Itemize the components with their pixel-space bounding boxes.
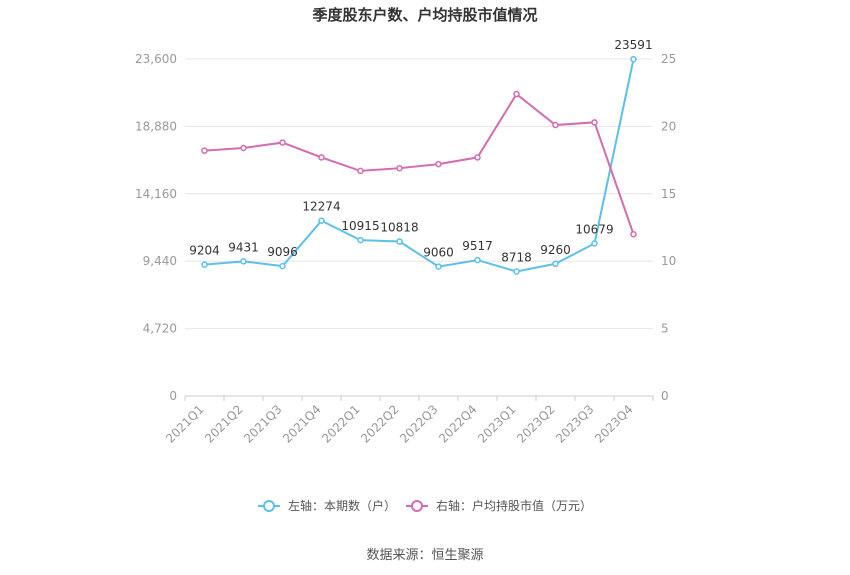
data-label: 9517 bbox=[462, 239, 493, 253]
left-tick-label: 0 bbox=[169, 389, 177, 403]
data-point[interactable] bbox=[591, 240, 598, 247]
data-point[interactable] bbox=[240, 144, 247, 152]
data-label: 8718 bbox=[501, 251, 532, 265]
data-point[interactable] bbox=[630, 55, 637, 63]
right-tick-label: 5 bbox=[661, 322, 669, 336]
data-point[interactable] bbox=[552, 121, 559, 129]
legend-label: 右轴：户均持股市值（万元） bbox=[436, 498, 592, 513]
data-label: 12274 bbox=[302, 200, 340, 214]
legend[interactable]: 左轴：本期数（户） 右轴：户均持股市值（万元） bbox=[258, 498, 592, 513]
data-point[interactable] bbox=[474, 154, 481, 161]
right-tick-label: 15 bbox=[661, 187, 676, 201]
data-point[interactable] bbox=[630, 230, 637, 238]
data-point[interactable] bbox=[474, 256, 481, 264]
legend-marker bbox=[263, 500, 275, 512]
series-line bbox=[204, 92, 635, 235]
data-label: 9260 bbox=[540, 243, 571, 257]
x-tick-label: 2022Q3 bbox=[397, 402, 441, 446]
x-tick-label: 2023Q2 bbox=[514, 402, 558, 446]
x-tick-label: 2021Q3 bbox=[241, 402, 285, 446]
right-axis-ticks: 0 5 10 15 20 25 bbox=[661, 52, 676, 403]
source-text: 数据来源：恒生聚源 bbox=[366, 548, 483, 563]
data-point[interactable] bbox=[318, 217, 325, 224]
data-label: 10915 bbox=[341, 219, 379, 233]
data-point[interactable] bbox=[396, 238, 403, 245]
left-tick-label: 18,880 bbox=[135, 119, 177, 133]
left-axis-ticks: 0 4,720 9,440 14,160 18,880 23,600 bbox=[135, 52, 177, 403]
data-point[interactable] bbox=[201, 147, 208, 154]
left-tick-label: 23,600 bbox=[135, 52, 177, 66]
left-tick-label: 4,720 bbox=[143, 322, 177, 336]
x-axis-ticks: 2021Q12021Q22021Q32021Q42022Q12022Q22022… bbox=[163, 402, 636, 446]
x-tick-label: 2021Q1 bbox=[163, 402, 207, 446]
data-point[interactable] bbox=[357, 167, 364, 175]
x-tick-label: 2022Q2 bbox=[358, 402, 402, 446]
data-label: 9060 bbox=[423, 246, 454, 260]
data-label: 9431 bbox=[228, 240, 259, 254]
data-point[interactable] bbox=[318, 154, 325, 161]
x-tick-label: 2023Q4 bbox=[592, 402, 636, 446]
data-label: 10679 bbox=[575, 223, 613, 237]
data-label: 9204 bbox=[189, 244, 220, 258]
data-point[interactable] bbox=[357, 236, 364, 244]
data-point[interactable] bbox=[240, 258, 247, 265]
series-2 bbox=[201, 90, 637, 238]
legend-marker bbox=[411, 500, 423, 512]
data-point[interactable] bbox=[513, 268, 520, 275]
left-tick-label: 14,160 bbox=[135, 187, 177, 201]
data-point[interactable] bbox=[435, 160, 442, 168]
x-tick-label: 2021Q2 bbox=[202, 402, 246, 446]
right-tick-label: 10 bbox=[661, 254, 676, 268]
data-point[interactable] bbox=[435, 263, 442, 270]
x-tick-label: 2021Q4 bbox=[280, 402, 324, 446]
x-tick-label: 2023Q1 bbox=[475, 402, 519, 446]
legend-label: 左轴：本期数（户） bbox=[288, 498, 396, 513]
legend-item-2[interactable]: 右轴：户均持股市值（万元） bbox=[406, 498, 592, 513]
x-tick-label: 2022Q1 bbox=[319, 402, 363, 446]
data-label: 23591 bbox=[614, 38, 652, 52]
right-tick-label: 25 bbox=[661, 52, 676, 66]
data-point[interactable] bbox=[396, 164, 403, 172]
data-point[interactable] bbox=[591, 119, 598, 126]
legend-item-1[interactable]: 左轴：本期数（户） bbox=[258, 498, 396, 513]
series-line bbox=[204, 58, 635, 273]
right-tick-label: 20 bbox=[661, 119, 676, 133]
data-point[interactable] bbox=[201, 261, 208, 268]
x-tick-label: 2023Q3 bbox=[553, 402, 597, 446]
data-label: 9096 bbox=[267, 245, 298, 259]
data-point[interactable] bbox=[279, 139, 286, 146]
right-tick-label: 0 bbox=[661, 389, 669, 403]
chart-title: 季度股东户数、户均持股市值情况 bbox=[312, 6, 537, 24]
grid bbox=[185, 58, 653, 330]
x-tick-label: 2022Q4 bbox=[436, 402, 480, 446]
left-tick-label: 9,440 bbox=[143, 254, 177, 268]
axes bbox=[184, 395, 654, 401]
data-point[interactable] bbox=[513, 90, 520, 98]
data-point[interactable] bbox=[279, 262, 286, 270]
data-point[interactable] bbox=[552, 260, 559, 268]
data-label: 10818 bbox=[380, 221, 418, 235]
